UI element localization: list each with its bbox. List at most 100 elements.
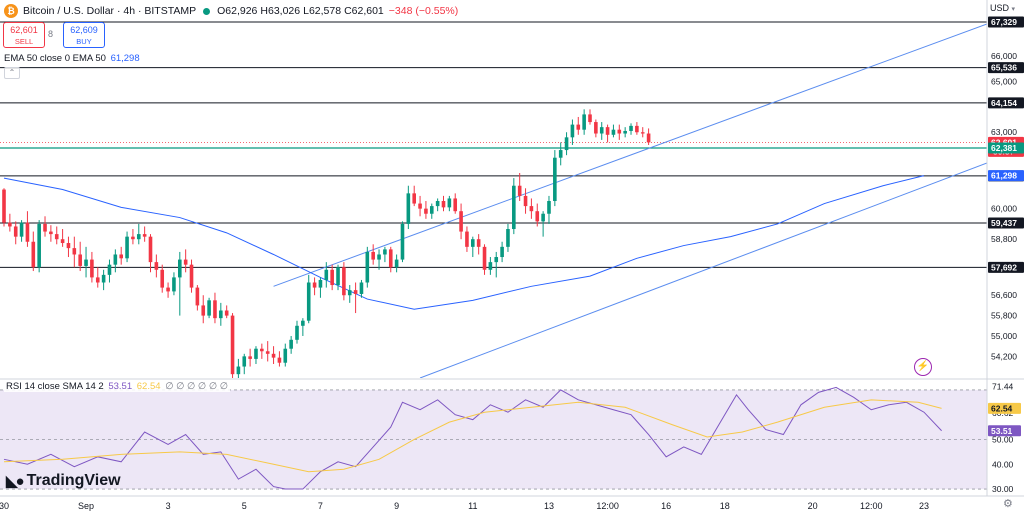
candle-body <box>254 348 258 359</box>
time-tick-label: 16 <box>661 501 671 511</box>
candle-body <box>336 267 340 286</box>
candle-body <box>19 222 24 237</box>
channel-line-lower <box>419 162 987 378</box>
chevron-down-icon: ▾ <box>1011 6 1016 13</box>
candle-body <box>500 246 504 258</box>
candle-body <box>388 249 393 268</box>
rsi-sma-tag-box <box>988 402 1021 414</box>
rsi-legend-value: 53.51 <box>108 381 133 392</box>
candle-body <box>195 287 200 306</box>
candle-body <box>435 201 440 207</box>
candle-body <box>599 127 604 134</box>
ema-legend[interactable]: EMA 50 close 0 EMA 50 61,298 <box>4 53 140 64</box>
candle-body <box>107 264 112 275</box>
ema-tag-box <box>988 170 1024 182</box>
candle-body <box>13 226 18 237</box>
level-tag-box <box>988 16 1024 28</box>
level-tag-box <box>988 62 1024 74</box>
candle-body <box>594 122 598 134</box>
tradingview-logo[interactable]: ◣● TradingView <box>6 472 121 490</box>
level-tag: 64,154 <box>991 98 1017 108</box>
rsi-sma-tag: 62.54 <box>991 403 1013 413</box>
candle-body <box>301 320 305 326</box>
candle-body <box>453 198 458 212</box>
candle-body <box>119 254 123 259</box>
candle-body <box>471 239 475 247</box>
price-pane <box>0 21 987 378</box>
price-tick-label: 66,000 <box>991 51 1017 61</box>
rsi-legend[interactable]: RSI 14 close SMA 14 2 53.51 62.54 ∅ ∅ ∅ … <box>4 381 231 392</box>
candle-body <box>277 357 282 363</box>
time-tick-label: Sep <box>78 501 94 511</box>
candle-body <box>265 351 270 354</box>
candle-body <box>160 269 165 288</box>
currency-selector[interactable]: USD ▾ <box>990 3 1015 13</box>
candle-body <box>588 114 592 123</box>
candle-body <box>142 234 147 237</box>
candle-body <box>78 254 82 266</box>
rsi-value-tag-box <box>988 425 1021 437</box>
time-tick-label: 5 <box>242 501 247 511</box>
candle-body <box>90 259 94 278</box>
price-tick-label: 55,000 <box>991 331 1017 341</box>
collapse-legend-icon[interactable]: ⌃ <box>4 67 20 79</box>
time-tick-label: 12:00 <box>860 501 883 511</box>
candle-body <box>260 348 264 352</box>
currency-label: USD <box>990 3 1010 13</box>
candle-body <box>553 157 557 202</box>
candle-body <box>289 339 293 349</box>
buy-price: 62,609 <box>70 25 98 35</box>
price-tick-label: 55,800 <box>991 311 1017 321</box>
candle-body <box>113 254 118 265</box>
symbol-title[interactable]: Bitcoin / U.S. Dollar · 4h · BITSTAMP <box>23 5 197 17</box>
sell-button[interactable]: 62,601 SELL <box>3 22 45 48</box>
gear-icon[interactable]: ⚙ <box>1003 498 1013 510</box>
candle-body <box>224 310 229 316</box>
ema-legend-value: 61,298 <box>110 53 140 64</box>
price-tick-label: 58,800 <box>991 234 1017 244</box>
candle-body <box>494 257 499 263</box>
time-tick-label: 7 <box>318 501 323 511</box>
candle-body <box>418 203 422 209</box>
candle-body <box>383 249 387 255</box>
candle-body <box>558 150 563 158</box>
candle-body <box>394 259 399 268</box>
rsi-tick-label: 30.00 <box>992 484 1014 494</box>
candle-body <box>424 208 428 214</box>
candle-body <box>207 300 211 316</box>
last-price-tag: 62,601 <box>991 137 1017 147</box>
candle-body <box>25 222 30 242</box>
candle-body <box>8 222 12 227</box>
sell-price: 62,601 <box>10 25 38 35</box>
candle-body <box>2 189 6 223</box>
candle-body <box>353 290 358 294</box>
time-tick-label: 11 <box>468 501 477 511</box>
ohlc-open: O62,926 <box>217 5 258 17</box>
bitcoin-icon: ₿ <box>4 4 18 18</box>
lightning-icon[interactable]: ⚡ <box>914 358 932 376</box>
rsi-pane <box>0 386 987 490</box>
candle-body <box>283 348 288 363</box>
candle-body <box>178 259 182 278</box>
candle-body <box>189 264 194 288</box>
buy-button[interactable]: 62,609 BUY <box>63 22 105 48</box>
candle-body <box>172 277 176 292</box>
time-tick-label: 23 <box>919 501 929 511</box>
rsi-tick-label: 71.44 <box>992 381 1014 391</box>
candle-body <box>236 366 241 375</box>
candle-body <box>517 185 522 196</box>
candle-body <box>201 305 206 316</box>
candle-body <box>412 193 416 204</box>
level-tag-box <box>988 261 1024 273</box>
candle-body <box>213 300 217 319</box>
candle-body <box>60 239 65 244</box>
candle-body <box>459 211 463 232</box>
candle-body <box>564 137 569 151</box>
tradingview-mark-icon: ◣● <box>6 473 25 490</box>
level-tag: 67,329 <box>991 17 1017 27</box>
candle-body <box>400 223 405 260</box>
candle-body <box>512 185 516 230</box>
candle-body <box>623 130 627 134</box>
